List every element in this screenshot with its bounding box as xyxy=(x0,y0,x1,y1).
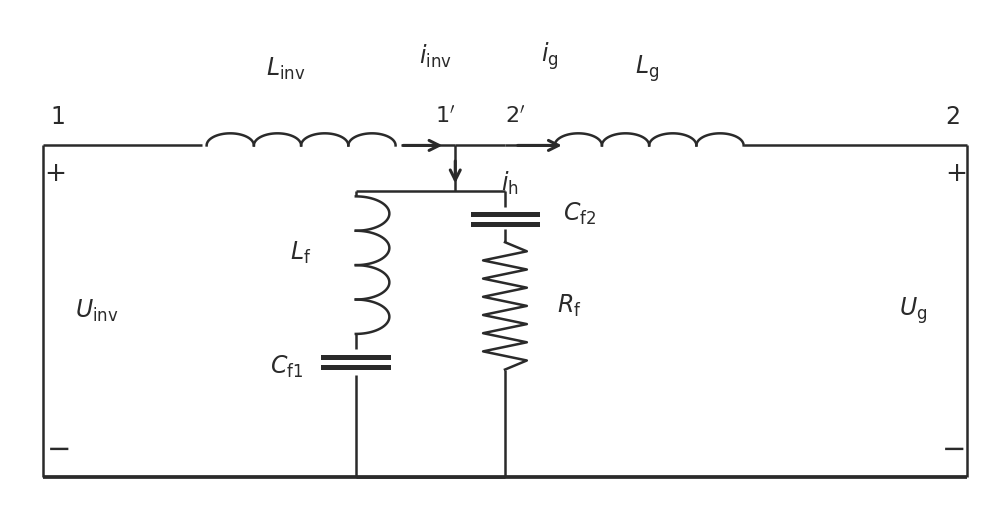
Text: $+$: $+$ xyxy=(44,161,65,186)
Text: $L_{\rm f}$: $L_{\rm f}$ xyxy=(290,239,312,266)
Text: $2'$: $2'$ xyxy=(505,107,525,128)
Text: $L_{\rm g}$: $L_{\rm g}$ xyxy=(635,54,659,84)
Text: $1'$: $1'$ xyxy=(435,107,456,128)
Text: $i_{\rm inv}$: $i_{\rm inv}$ xyxy=(419,43,452,70)
Text: $-$: $-$ xyxy=(941,435,964,462)
Text: $R_{\rm f}$: $R_{\rm f}$ xyxy=(557,293,582,319)
Text: $i_{\rm g}$: $i_{\rm g}$ xyxy=(541,40,559,72)
Text: $U_{\rm inv}$: $U_{\rm inv}$ xyxy=(75,298,119,324)
Text: $L_{\rm inv}$: $L_{\rm inv}$ xyxy=(266,56,306,82)
Text: $+$: $+$ xyxy=(945,161,966,186)
Text: $2$: $2$ xyxy=(945,106,960,129)
Text: $C_{\rm f2}$: $C_{\rm f2}$ xyxy=(563,201,596,227)
Text: $-$: $-$ xyxy=(46,435,69,462)
Text: $1$: $1$ xyxy=(50,106,65,129)
Text: $U_{\rm g}$: $U_{\rm g}$ xyxy=(899,296,927,327)
Text: $C_{\rm f1}$: $C_{\rm f1}$ xyxy=(270,354,303,380)
Text: $i_{\rm h}$: $i_{\rm h}$ xyxy=(501,170,519,197)
